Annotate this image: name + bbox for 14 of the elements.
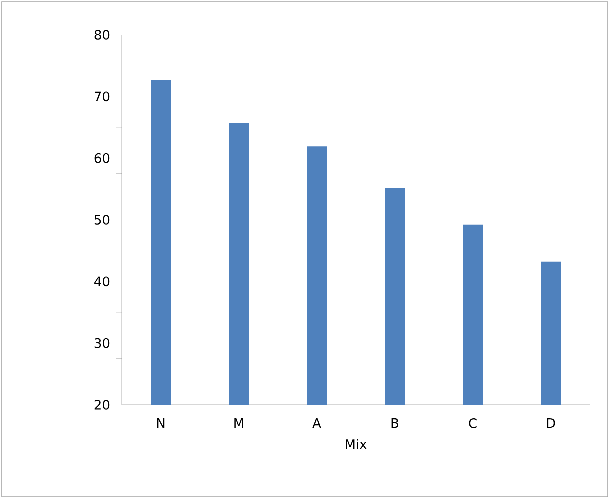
y-tick-label: 80 xyxy=(94,30,110,40)
x-tick-label: M xyxy=(234,418,244,428)
x-tick-label: D xyxy=(547,418,556,428)
y-tick-label: 40 xyxy=(94,276,110,287)
y-tick-label: 30 xyxy=(94,338,110,348)
x-axis-title: Mix xyxy=(346,439,367,450)
y-tick-label: 60 xyxy=(94,153,110,164)
x-tick-label: B xyxy=(392,418,399,428)
y-tick-label: 20 xyxy=(94,400,110,410)
x-tick-label: N xyxy=(157,418,165,428)
y-tick-label: 50 xyxy=(94,215,110,225)
x-tick-label: C xyxy=(469,418,477,428)
x-tick-label: A xyxy=(312,418,322,428)
y-tick-label: 70 xyxy=(94,92,110,102)
